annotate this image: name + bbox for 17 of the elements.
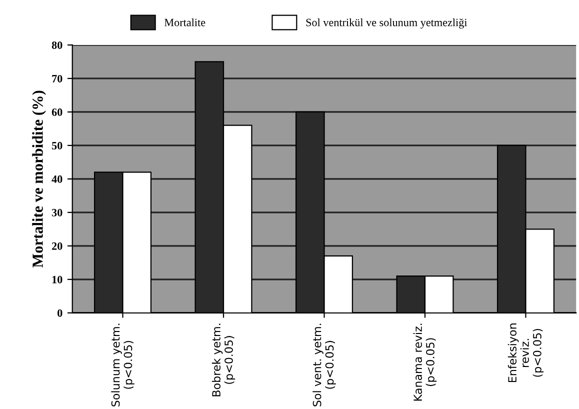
y-tick-label: 30 [52,208,62,216]
y-tick-label: 20 [52,242,62,250]
y-tick-label: 60 [52,108,62,116]
y-axis-title: Mortalite ve morbidite (%) [32,90,46,268]
y-tick-label: 0 [58,309,62,317]
x-tick-label: Solunum yetm. (p<0.05) [111,324,134,406]
x-tick-label: Kanama reviz. (p<0.05) [413,324,437,401]
y-tick-label: 40 [52,175,62,183]
y-tick-label: 50 [52,142,62,150]
y-tick-label: 70 [52,74,62,82]
y-tick-label: 80 [52,41,62,49]
x-tick-label: Bobrek yetm. (p<0.05) [212,324,236,396]
x-tick-label: Sol vent. yetm. (p<0.05) [312,324,336,406]
legend-label: Sol ventrikül ve solunum yetmezliği [306,18,468,29]
x-tick-label: Enfeksiyon reviz. (p<0.05) [508,324,544,382]
legend-label: Mortalite [164,18,206,26]
y-tick-label: 10 [52,276,62,284]
